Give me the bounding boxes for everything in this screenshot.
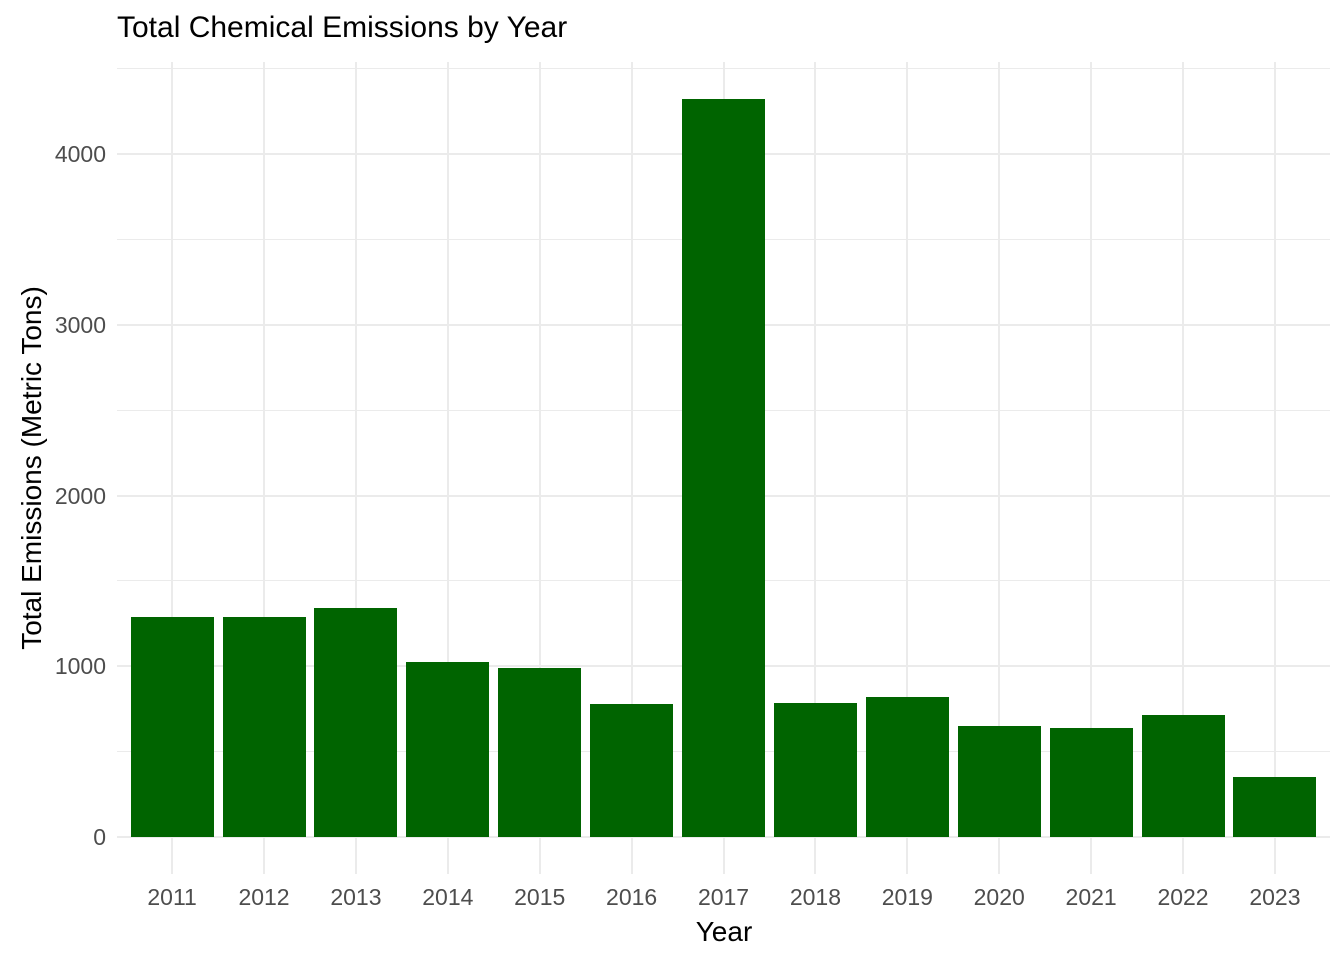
x-tick-label: 2023 xyxy=(1249,884,1301,910)
bar-2018 xyxy=(773,703,857,837)
x-tick-label: 2011 xyxy=(147,884,197,910)
y-tick-label: 4000 xyxy=(54,141,106,167)
major-gridline-v xyxy=(354,62,357,874)
bar-2022 xyxy=(1141,715,1225,837)
major-gridline-v xyxy=(171,62,174,874)
bar-2017 xyxy=(682,99,766,837)
major-gridline-v xyxy=(630,62,633,874)
major-gridline-v xyxy=(1273,62,1276,874)
y-tick-label: 1000 xyxy=(54,653,106,680)
x-tick-label: 2017 xyxy=(697,884,750,910)
bar-2015 xyxy=(498,668,582,837)
y-axis-title: Total Emissions (Metric Tons) xyxy=(16,286,47,650)
major-gridline-v xyxy=(998,62,1001,874)
bar-2021 xyxy=(1049,728,1133,837)
x-tick-label: 2018 xyxy=(789,884,842,910)
bar-2013 xyxy=(314,608,398,837)
x-tick-label: 2013 xyxy=(330,884,382,910)
major-gridline-v xyxy=(814,62,817,874)
bar-2023 xyxy=(1233,777,1317,837)
bar-2014 xyxy=(406,661,490,837)
major-gridline-v xyxy=(906,62,909,874)
major-gridline-v xyxy=(263,62,266,874)
y-tick-label: 2000 xyxy=(54,482,106,509)
x-axis-title: Year xyxy=(695,916,753,947)
x-tick-label: 2014 xyxy=(422,884,474,910)
major-gridline-v xyxy=(446,62,449,874)
bar-2020 xyxy=(957,726,1041,837)
x-tick-label: 2020 xyxy=(973,884,1025,910)
x-tick-label: 2016 xyxy=(606,884,658,910)
x-tick-label: 2021 xyxy=(1065,884,1117,910)
major-gridline-v xyxy=(1182,62,1185,874)
major-gridline-v xyxy=(1090,62,1093,874)
bar-2016 xyxy=(590,703,674,837)
y-tick-label: 3000 xyxy=(54,311,106,338)
major-gridline-v xyxy=(538,62,541,874)
bar-2011 xyxy=(130,616,214,837)
x-tick-label: 2015 xyxy=(514,884,566,910)
chart-title: Total Chemical Emissions by Year xyxy=(117,11,568,44)
y-tick-label: 0 xyxy=(93,824,106,850)
x-tick-label: 2019 xyxy=(881,884,933,910)
x-tick-label: 2012 xyxy=(238,884,290,910)
bar-2019 xyxy=(865,696,949,837)
bar-2012 xyxy=(222,617,306,837)
x-tick-label: 2022 xyxy=(1157,884,1209,910)
